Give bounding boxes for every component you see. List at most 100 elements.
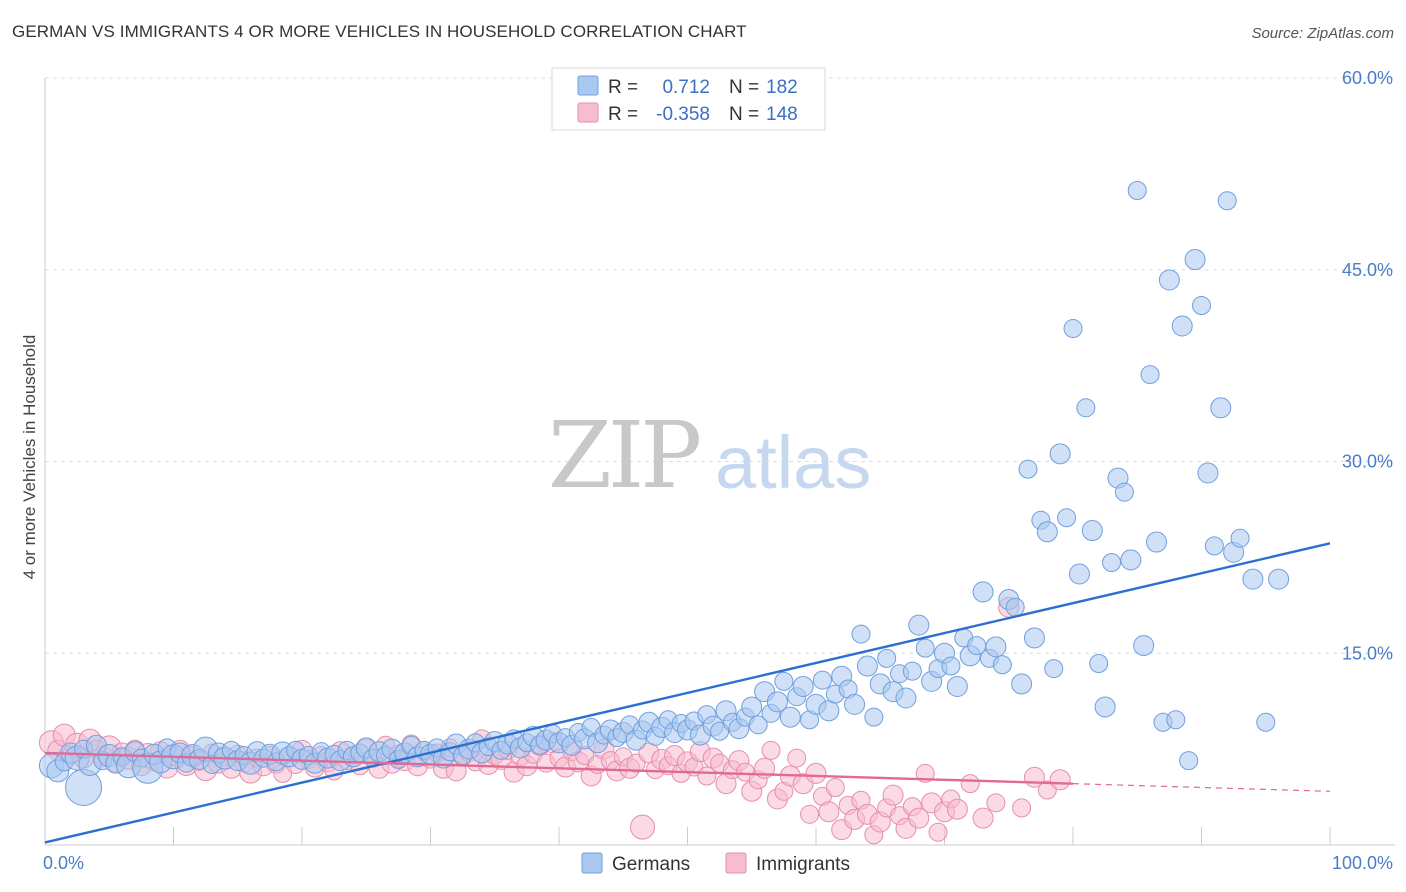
point-germans-157 bbox=[1044, 659, 1064, 679]
point-germans-187 bbox=[1242, 568, 1264, 590]
legend-r-label-1: R = bbox=[608, 104, 638, 125]
point-germans-152 bbox=[1011, 673, 1033, 695]
point-germans-178 bbox=[1179, 751, 1199, 771]
point-germans-141 bbox=[941, 656, 961, 676]
watermark-zip: ZIP bbox=[548, 402, 699, 509]
series-germans-points bbox=[38, 180, 1290, 806]
point-germans-115 bbox=[774, 671, 794, 691]
point-germans-136 bbox=[908, 614, 930, 636]
point-germans-177 bbox=[1171, 315, 1193, 337]
y-axis-label: 4 or more Vehicles in Household bbox=[20, 335, 39, 580]
point-immigrants-146 bbox=[1012, 798, 1032, 818]
point-germans-170 bbox=[1127, 180, 1147, 200]
legend-r-value-0: 0.712 bbox=[662, 77, 710, 98]
point-germans-159 bbox=[1057, 508, 1077, 528]
chart-title: GERMAN VS IMMIGRANTS 4 OR MORE VEHICLES … bbox=[12, 22, 747, 41]
bottom-legend-swatch-germans bbox=[581, 852, 603, 874]
point-immigrants-149 bbox=[1049, 769, 1071, 791]
point-immigrants-135 bbox=[908, 807, 930, 829]
bottom-legend: Germans Immigrants bbox=[581, 852, 850, 875]
point-germans-169 bbox=[1120, 549, 1142, 571]
point-germans-176 bbox=[1166, 710, 1186, 730]
source-label: Source: ZipAtlas.com bbox=[1251, 25, 1394, 42]
point-germans-186 bbox=[1230, 528, 1250, 548]
point-germans-172 bbox=[1140, 365, 1160, 385]
axes bbox=[44, 78, 1395, 846]
point-germans-128 bbox=[856, 655, 878, 677]
point-germans-182 bbox=[1204, 536, 1224, 556]
point-immigrants-141 bbox=[946, 798, 968, 820]
point-germans-181 bbox=[1197, 462, 1219, 484]
legend-swatch-germans bbox=[577, 75, 599, 96]
point-immigrants-121 bbox=[818, 801, 840, 823]
watermark: ZIP atlas bbox=[548, 402, 871, 509]
point-germans-114 bbox=[766, 691, 788, 713]
point-germans-116 bbox=[779, 706, 801, 728]
legend-r-label-0: R = bbox=[608, 77, 638, 98]
point-germans-156 bbox=[1036, 521, 1058, 543]
point-immigrants-118 bbox=[800, 804, 820, 824]
point-germans-168 bbox=[1114, 482, 1134, 502]
point-germans-149 bbox=[992, 655, 1012, 675]
point-germans-188 bbox=[1256, 712, 1276, 732]
trend-lines bbox=[44, 542, 1331, 844]
trend-line-germans bbox=[44, 542, 1331, 844]
point-immigrants-144 bbox=[986, 793, 1006, 813]
point-immigrants-138 bbox=[928, 822, 948, 842]
grid-lines bbox=[45, 77, 1395, 654]
point-germans-135 bbox=[902, 661, 922, 681]
y-tick-label-0: 15.0% bbox=[1342, 643, 1393, 663]
point-germans-110 bbox=[741, 696, 763, 718]
legend-n-value-1: 148 bbox=[766, 104, 798, 125]
y-tick-label-3: 60.0% bbox=[1342, 68, 1393, 88]
trend-line-immigrants bbox=[44, 751, 1074, 785]
legend-n-label-1: N = bbox=[729, 104, 759, 125]
point-immigrants-92 bbox=[630, 814, 656, 840]
bottom-legend-label-germans: Germans bbox=[612, 854, 690, 875]
point-germans-122 bbox=[818, 700, 840, 722]
point-germans-127 bbox=[851, 624, 871, 644]
y-tick-label-1: 30.0% bbox=[1342, 452, 1393, 472]
point-germans-183 bbox=[1210, 397, 1232, 419]
point-germans-153 bbox=[1018, 459, 1038, 479]
y-tick-label-2: 45.0% bbox=[1342, 260, 1393, 280]
legend-n-value-0: 182 bbox=[766, 77, 798, 98]
point-germans-131 bbox=[877, 648, 897, 668]
point-immigrants-131 bbox=[882, 784, 904, 806]
point-germans-137 bbox=[915, 638, 935, 658]
point-germans-121 bbox=[812, 670, 832, 690]
point-germans-165 bbox=[1094, 696, 1116, 718]
point-germans-160 bbox=[1063, 319, 1083, 339]
point-germans-6 bbox=[65, 768, 103, 806]
legend: R = 0.712 N = 182 R = -0.358 N = 148 bbox=[551, 67, 826, 131]
point-germans-146 bbox=[972, 581, 994, 603]
trend-line-immigrants-extension bbox=[1072, 783, 1331, 792]
legend-swatch-immigrants bbox=[577, 102, 599, 123]
watermark-atlas: atlas bbox=[715, 421, 871, 504]
point-germans-158 bbox=[1049, 443, 1071, 465]
point-germans-134 bbox=[895, 687, 917, 709]
bottom-legend-label-immigrants: Immigrants bbox=[756, 854, 850, 875]
point-germans-118 bbox=[792, 675, 814, 697]
point-germans-163 bbox=[1081, 520, 1103, 542]
point-germans-154 bbox=[1023, 627, 1045, 649]
point-germans-164 bbox=[1089, 653, 1109, 673]
point-germans-126 bbox=[844, 693, 866, 715]
point-immigrants-116 bbox=[787, 748, 807, 768]
point-immigrants-112 bbox=[761, 740, 781, 760]
point-germans-142 bbox=[946, 675, 968, 697]
point-germans-171 bbox=[1133, 635, 1155, 657]
x-tick-label-0: 0.0% bbox=[43, 853, 84, 873]
point-germans-179 bbox=[1184, 249, 1206, 271]
legend-r-value-1: -0.358 bbox=[656, 104, 710, 125]
point-germans-129 bbox=[864, 707, 884, 727]
legend-n-label-0: N = bbox=[729, 77, 759, 98]
point-immigrants-119 bbox=[805, 762, 827, 784]
point-germans-180 bbox=[1192, 296, 1211, 316]
point-immigrants-143 bbox=[972, 807, 994, 829]
point-germans-166 bbox=[1102, 552, 1122, 572]
point-germans-184 bbox=[1217, 191, 1237, 211]
point-immigrants-122 bbox=[825, 777, 845, 797]
point-germans-151 bbox=[1005, 597, 1025, 617]
